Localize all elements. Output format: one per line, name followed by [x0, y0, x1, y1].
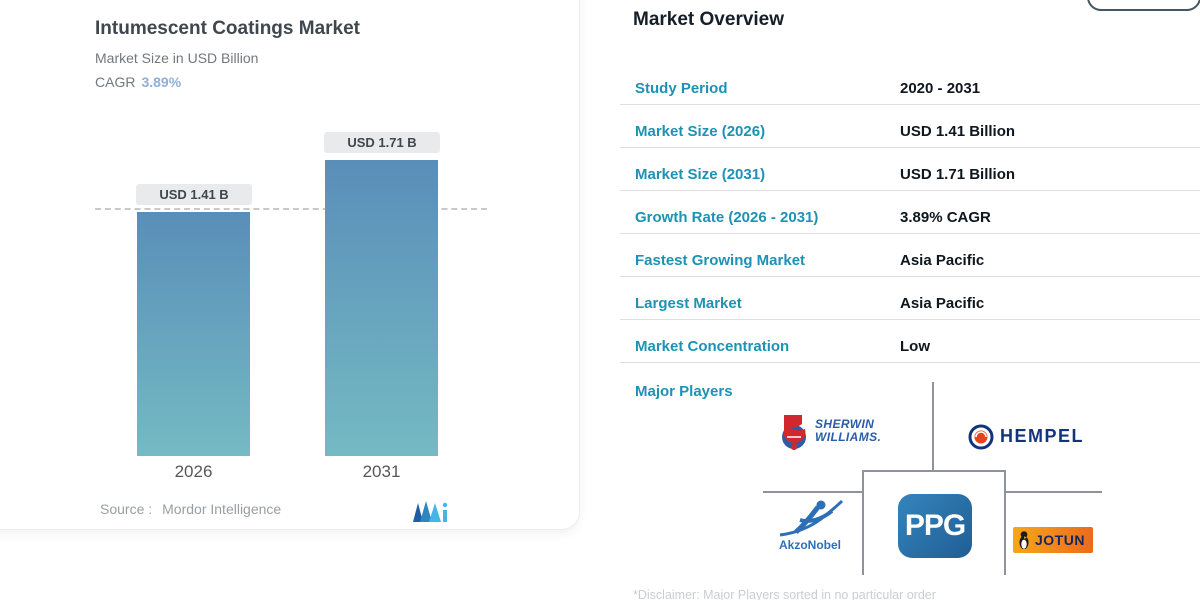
overview-row-market-concentration: Market Concentration Low — [620, 331, 1200, 363]
source-label: Source : — [100, 501, 153, 517]
top-right-pill-button[interactable] — [1087, 0, 1200, 11]
connector-box-top-line — [862, 470, 1006, 472]
cagr-value: 3.89% — [141, 74, 182, 90]
chart-subtitle: Market Size in USD Billion — [95, 50, 259, 66]
hempel-ring-icon — [968, 424, 994, 455]
major-players-label: Major Players — [635, 383, 733, 400]
connector-box-left-line — [862, 470, 864, 575]
connector-left-line — [763, 491, 862, 493]
row-label: Market Size (2031) — [635, 166, 766, 183]
connector-stem-line — [932, 382, 934, 470]
bar-value-label-2031: USD 1.71 B — [324, 132, 440, 153]
overview-row-largest-market: Largest Market Asia Pacific — [620, 288, 1200, 320]
williams-line: WILLIAMS. — [815, 430, 882, 444]
x-axis-label-2026: 2026 — [174, 462, 213, 481]
players-disclaimer: *Disclaimer: Major Players sorted in no … — [633, 588, 936, 600]
overview-row-growth-rate: Growth Rate (2026 - 2031) 3.89% CAGR — [620, 202, 1200, 234]
row-value: 3.89% CAGR — [900, 209, 991, 226]
source-line: Source : Mordor Intelligence — [100, 501, 281, 517]
cagr-line: CAGR 3.89% — [95, 74, 181, 90]
bar-2031 — [325, 160, 438, 456]
row-label: Market Size (2026) — [635, 123, 766, 140]
akzonobel-wordmark: AkzoNobel — [778, 538, 841, 552]
jotun-logo: JOTUN — [1013, 527, 1093, 553]
row-label: Fastest Growing Market — [635, 252, 806, 269]
row-value: Asia Pacific — [900, 295, 985, 312]
cagr-label: CAGR — [95, 74, 136, 90]
row-value: Asia Pacific — [900, 252, 985, 269]
row-label: Growth Rate (2026 - 2031) — [635, 209, 819, 226]
sherwin-williams-wordmark: SHERWIN WILLIAMS. — [815, 418, 881, 444]
sherwin-williams-can-icon — [779, 407, 809, 462]
row-label: Largest Market — [635, 295, 742, 312]
hempel-wordmark: HEMPEL — [1000, 426, 1085, 446]
row-value: Low — [900, 338, 930, 355]
threshold-dashed-line — [95, 208, 487, 210]
sherwin-line: SHERWIN — [815, 417, 875, 431]
source-value: Mordor Intelligence — [162, 501, 282, 517]
overview-heading: Market Overview — [633, 9, 785, 30]
row-value: 2020 - 2031 — [900, 80, 981, 97]
row-value: USD 1.41 Billion — [900, 123, 1016, 140]
ppg-logo: PPG — [898, 494, 972, 558]
row-value: USD 1.71 Billion — [900, 166, 1016, 183]
overview-row-market-size-2026: Market Size (2026) USD 1.41 Billion — [620, 116, 1200, 148]
mordor-intelligence-logo-icon — [413, 501, 449, 527]
bar-value-label-2026: USD 1.41 B — [136, 184, 252, 205]
akzonobel-figure-icon — [778, 498, 844, 543]
overview-row-market-size-2031: Market Size (2031) USD 1.71 Billion — [620, 159, 1200, 191]
connector-box-right-line — [1004, 470, 1006, 575]
overview-row-study-period: Study Period 2020 - 2031 — [620, 73, 1200, 105]
jotun-wordmark: JOTUN — [1035, 532, 1085, 548]
x-axis-label-2031: 2031 — [362, 462, 401, 481]
bar-2026 — [137, 212, 250, 456]
jotun-penguin-icon — [1019, 531, 1029, 550]
row-label: Study Period — [635, 80, 728, 97]
chart-title: Intumescent Coatings Market — [95, 18, 360, 39]
chart-card — [0, 0, 580, 530]
overview-row-fastest-growing-market: Fastest Growing Market Asia Pacific — [620, 245, 1200, 277]
row-label: Market Concentration — [635, 338, 790, 355]
connector-right-line — [1006, 491, 1102, 493]
